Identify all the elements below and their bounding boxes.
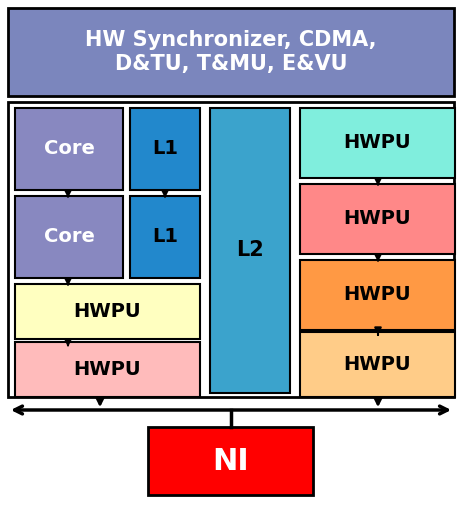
Bar <box>300 332 455 397</box>
Text: HW Synchronizer, CDMA,
D&TU, T&MU, E&VU: HW Synchronizer, CDMA, D&TU, T&MU, E&VU <box>85 31 377 74</box>
Bar <box>15 196 123 278</box>
Bar <box>130 108 200 190</box>
Bar <box>15 342 200 397</box>
Text: HWPU: HWPU <box>344 285 411 305</box>
Bar <box>15 284 200 339</box>
Bar <box>148 427 313 495</box>
Bar <box>8 8 454 96</box>
Bar <box>300 184 455 254</box>
Bar <box>300 108 455 178</box>
Text: L1: L1 <box>152 227 178 247</box>
Text: HWPU: HWPU <box>73 302 141 321</box>
Text: HWPU: HWPU <box>73 360 141 379</box>
Text: Core: Core <box>43 227 94 247</box>
Text: HWPU: HWPU <box>344 355 411 374</box>
Text: NI: NI <box>212 446 249 475</box>
Bar <box>130 196 200 278</box>
Text: HWPU: HWPU <box>344 210 411 228</box>
Text: L1: L1 <box>152 140 178 158</box>
Bar <box>210 108 290 393</box>
Text: HWPU: HWPU <box>344 133 411 153</box>
Bar <box>15 108 123 190</box>
Bar <box>8 102 454 397</box>
Bar <box>300 260 455 330</box>
Text: L2: L2 <box>236 240 264 261</box>
Text: Core: Core <box>43 140 94 158</box>
